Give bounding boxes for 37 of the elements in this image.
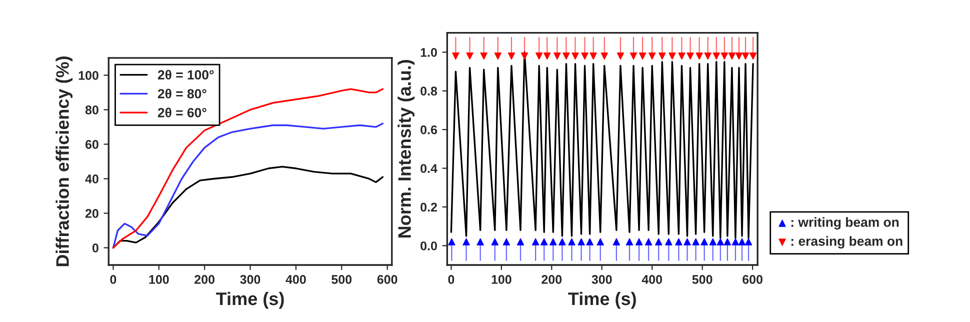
y-tick-label: 1.0 (420, 48, 437, 57)
line-series (112, 88, 384, 249)
y-tick-label: 80 (85, 106, 98, 114)
y-axis-title: Diffraction efficiency (%) (56, 56, 73, 266)
x-tick-label: 600 (377, 275, 398, 284)
x-tick-label: 500 (692, 275, 712, 284)
x-tick-label: 0 (110, 275, 116, 284)
x-tick-label: 600 (742, 275, 762, 284)
x-tick-label: 500 (332, 275, 352, 284)
y-tick-label: 60 (85, 140, 98, 149)
x-tick-label: 200 (194, 275, 214, 284)
legend-label: 2θ = 100° (158, 70, 214, 80)
y-tick-label: 0 (92, 244, 98, 252)
x-axis-title: Time (s) (216, 292, 284, 309)
x-axis-title: Time (s) (568, 292, 636, 309)
x-tick-label: 400 (286, 275, 306, 284)
x-tick-label: 300 (240, 275, 260, 284)
y-tick-label: 100 (78, 71, 98, 80)
x-tick-label: 400 (642, 275, 662, 284)
x-tick-label: 300 (592, 275, 612, 284)
y-tick-label: 0.8 (420, 86, 438, 96)
x-tick-label: 0 (448, 275, 454, 284)
x-tick-label: 200 (542, 275, 562, 284)
legend-label: : writing beam on (791, 217, 899, 230)
x-tick-label: 100 (492, 275, 512, 284)
y-tick-label: 0.6 (420, 125, 437, 134)
y-tick-label: 0.0 (420, 241, 437, 250)
legend-label: 2θ = 60° (158, 108, 206, 118)
y-tick-label: 0.4 (420, 164, 438, 173)
y-tick-label: 0.2 (420, 202, 437, 212)
legend-label: : erasing beam on (791, 236, 902, 248)
y-tick-label: 40 (85, 174, 98, 184)
y-tick-label: 20 (85, 209, 98, 218)
x-tick-label: 100 (149, 275, 169, 284)
y-axis-title: Norm. Intensity (a.u.) (398, 60, 415, 238)
legend-label: 2θ = 80° (158, 88, 206, 98)
line-series (112, 122, 384, 249)
